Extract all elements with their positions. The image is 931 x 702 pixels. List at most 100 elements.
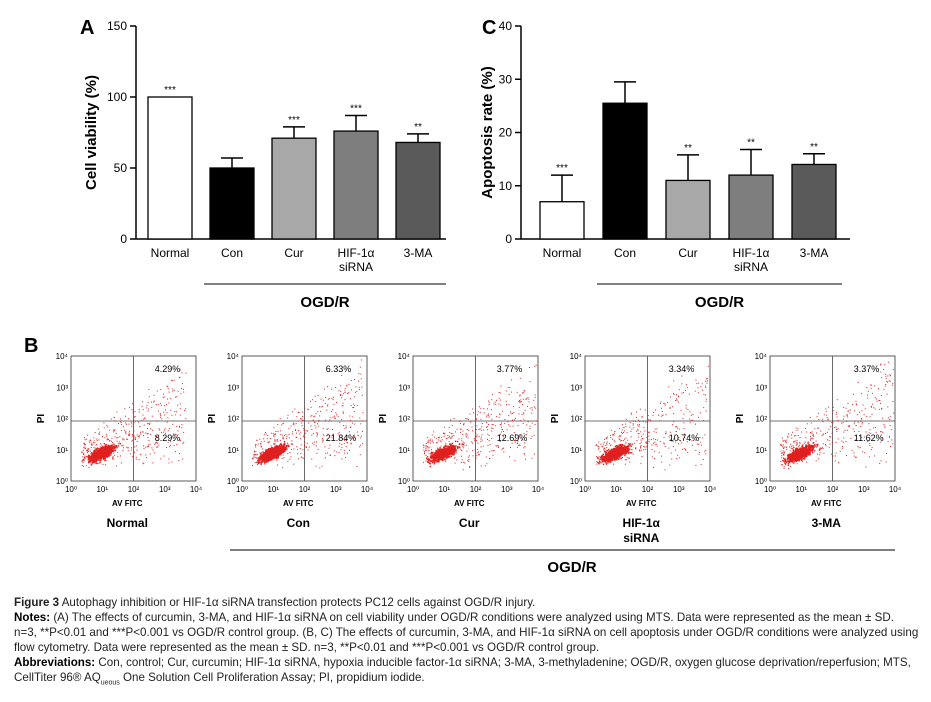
cell-dot bbox=[269, 452, 272, 455]
cell-dot bbox=[481, 426, 483, 428]
cell-dot bbox=[319, 406, 320, 408]
cell-dot bbox=[154, 442, 156, 444]
cell-dot bbox=[439, 450, 442, 452]
cell-dot bbox=[486, 422, 487, 424]
cell-dot bbox=[499, 424, 501, 426]
cell-dot bbox=[178, 376, 180, 378]
cell-dot bbox=[270, 449, 272, 452]
cell-dot bbox=[332, 435, 334, 437]
cell-dot bbox=[455, 431, 456, 433]
cell-dot bbox=[182, 388, 184, 390]
cell-dot bbox=[346, 441, 348, 443]
cell-dot bbox=[106, 445, 109, 447]
cell-dot bbox=[436, 453, 439, 456]
cell-dot bbox=[274, 450, 276, 452]
cell-dot bbox=[116, 440, 118, 442]
panel-label: B bbox=[24, 335, 38, 357]
cell-dot bbox=[170, 409, 172, 411]
cell-dot bbox=[111, 449, 113, 451]
cell-dot bbox=[96, 447, 99, 449]
cell-dot bbox=[450, 447, 452, 449]
cell-dot bbox=[441, 451, 443, 453]
cell-dot bbox=[278, 451, 280, 454]
cell-dot bbox=[531, 435, 533, 437]
cell-dot bbox=[443, 454, 446, 456]
cell-dot bbox=[308, 422, 310, 424]
cell-dot bbox=[265, 461, 267, 463]
cell-dot bbox=[447, 456, 449, 458]
cell-dot bbox=[328, 398, 330, 400]
cell-dot bbox=[504, 423, 506, 425]
cell-dot bbox=[167, 417, 169, 419]
cell-dot bbox=[292, 431, 294, 433]
cell-dot bbox=[182, 458, 184, 460]
cell-dot bbox=[331, 437, 333, 439]
cell-dot bbox=[135, 437, 136, 439]
cell-dot bbox=[106, 452, 108, 454]
cell-dot bbox=[143, 424, 145, 426]
cell-dot bbox=[317, 432, 319, 434]
cell-dot bbox=[346, 437, 348, 439]
cell-dot bbox=[104, 443, 105, 444]
cell-dot bbox=[434, 459, 436, 461]
cell-dot bbox=[274, 433, 276, 435]
cell-dot bbox=[438, 452, 440, 454]
cell-dot bbox=[329, 444, 331, 446]
cell-dot bbox=[99, 455, 101, 458]
cell-dot bbox=[322, 427, 324, 429]
cell-dot bbox=[349, 449, 350, 451]
cell-dot bbox=[93, 455, 95, 457]
cell-dot bbox=[253, 456, 255, 458]
cell-dot bbox=[524, 390, 526, 392]
cell-dot bbox=[151, 429, 153, 431]
cell-dot bbox=[106, 435, 108, 437]
cell-dot bbox=[157, 446, 159, 448]
x-tick-label: 10¹ bbox=[267, 485, 279, 494]
significance-label: *** bbox=[164, 85, 176, 96]
cell-dot bbox=[361, 394, 363, 396]
cell-dot bbox=[177, 404, 179, 406]
cell-dot bbox=[263, 440, 265, 442]
cell-dot bbox=[133, 435, 135, 437]
cell-dot bbox=[282, 434, 284, 436]
cell-dot bbox=[472, 442, 473, 444]
cell-dot bbox=[295, 423, 297, 425]
cell-dot bbox=[276, 459, 278, 461]
cell-dot bbox=[260, 446, 262, 448]
cell-dot bbox=[528, 367, 530, 368]
cell-dot bbox=[142, 431, 144, 433]
cell-dot bbox=[120, 422, 122, 424]
cell-dot bbox=[259, 438, 261, 440]
cell-dot bbox=[333, 450, 335, 452]
cell-dot bbox=[618, 448, 621, 451]
cell-dot bbox=[303, 453, 305, 455]
x-tick-label: 10⁴ bbox=[361, 485, 374, 494]
cell-dot bbox=[181, 387, 183, 389]
cell-dot bbox=[519, 400, 520, 402]
cell-dot bbox=[146, 433, 148, 435]
cell-dot bbox=[107, 452, 109, 454]
cell-dot bbox=[282, 423, 284, 425]
cell-dot bbox=[443, 432, 445, 434]
cell-dot bbox=[118, 422, 119, 424]
cell-dot bbox=[453, 457, 455, 459]
cell-dot bbox=[488, 424, 489, 426]
cell-dot bbox=[523, 453, 525, 454]
x-tick-label: siRNA bbox=[734, 260, 768, 274]
cell-dot bbox=[506, 429, 508, 431]
cell-dot bbox=[83, 447, 85, 449]
cell-dot bbox=[457, 447, 459, 449]
cell-dot bbox=[90, 450, 92, 452]
cell-dot bbox=[478, 454, 480, 456]
cell-dot bbox=[469, 413, 471, 415]
cell-dot bbox=[90, 453, 92, 455]
cell-dot bbox=[268, 459, 270, 461]
cell-dot bbox=[109, 452, 111, 454]
cell-dot bbox=[101, 451, 103, 453]
cell-dot bbox=[176, 425, 178, 427]
cell-dot bbox=[339, 442, 341, 444]
cell-dot bbox=[535, 407, 537, 409]
cell-dot bbox=[482, 445, 484, 447]
cell-dot bbox=[501, 422, 502, 424]
cell-dot bbox=[475, 440, 477, 442]
